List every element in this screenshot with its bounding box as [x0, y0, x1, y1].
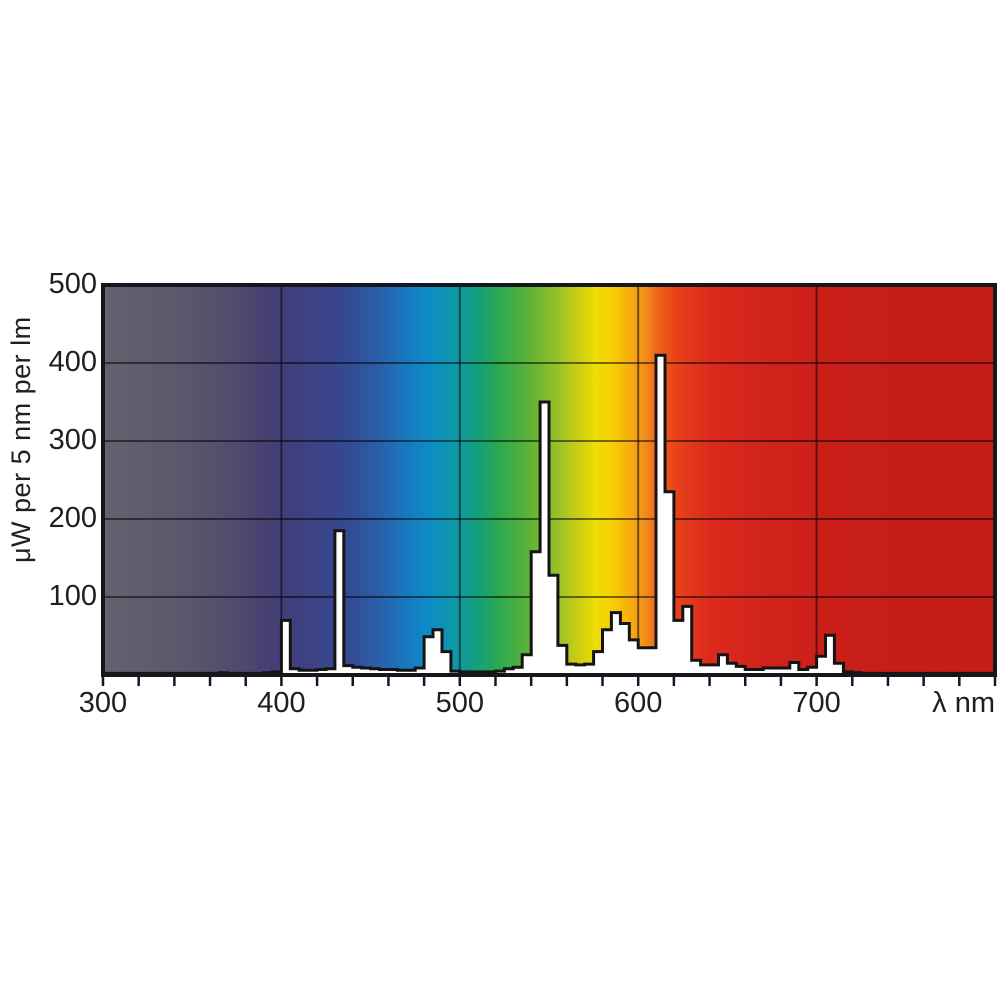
y-tick-label-400: 400: [48, 345, 97, 378]
y-tick-label-200: 200: [48, 501, 97, 534]
plot-border: [101, 283, 997, 677]
spd-curve: [101, 353, 997, 677]
x-tick-label-600: 600: [613, 687, 663, 719]
x-tick-label-700: 700: [792, 687, 841, 719]
x-tick-label-300: 300: [78, 687, 128, 719]
y-tick-label-300: 300: [48, 423, 97, 456]
x-axis-unit-label: λ nm: [932, 687, 995, 719]
y-tick-label-500: 500: [48, 267, 97, 300]
y-tick-label-100: 100: [48, 579, 97, 612]
x-tick-label-500: 500: [435, 687, 484, 719]
x-tick-label-400: 400: [257, 687, 306, 719]
